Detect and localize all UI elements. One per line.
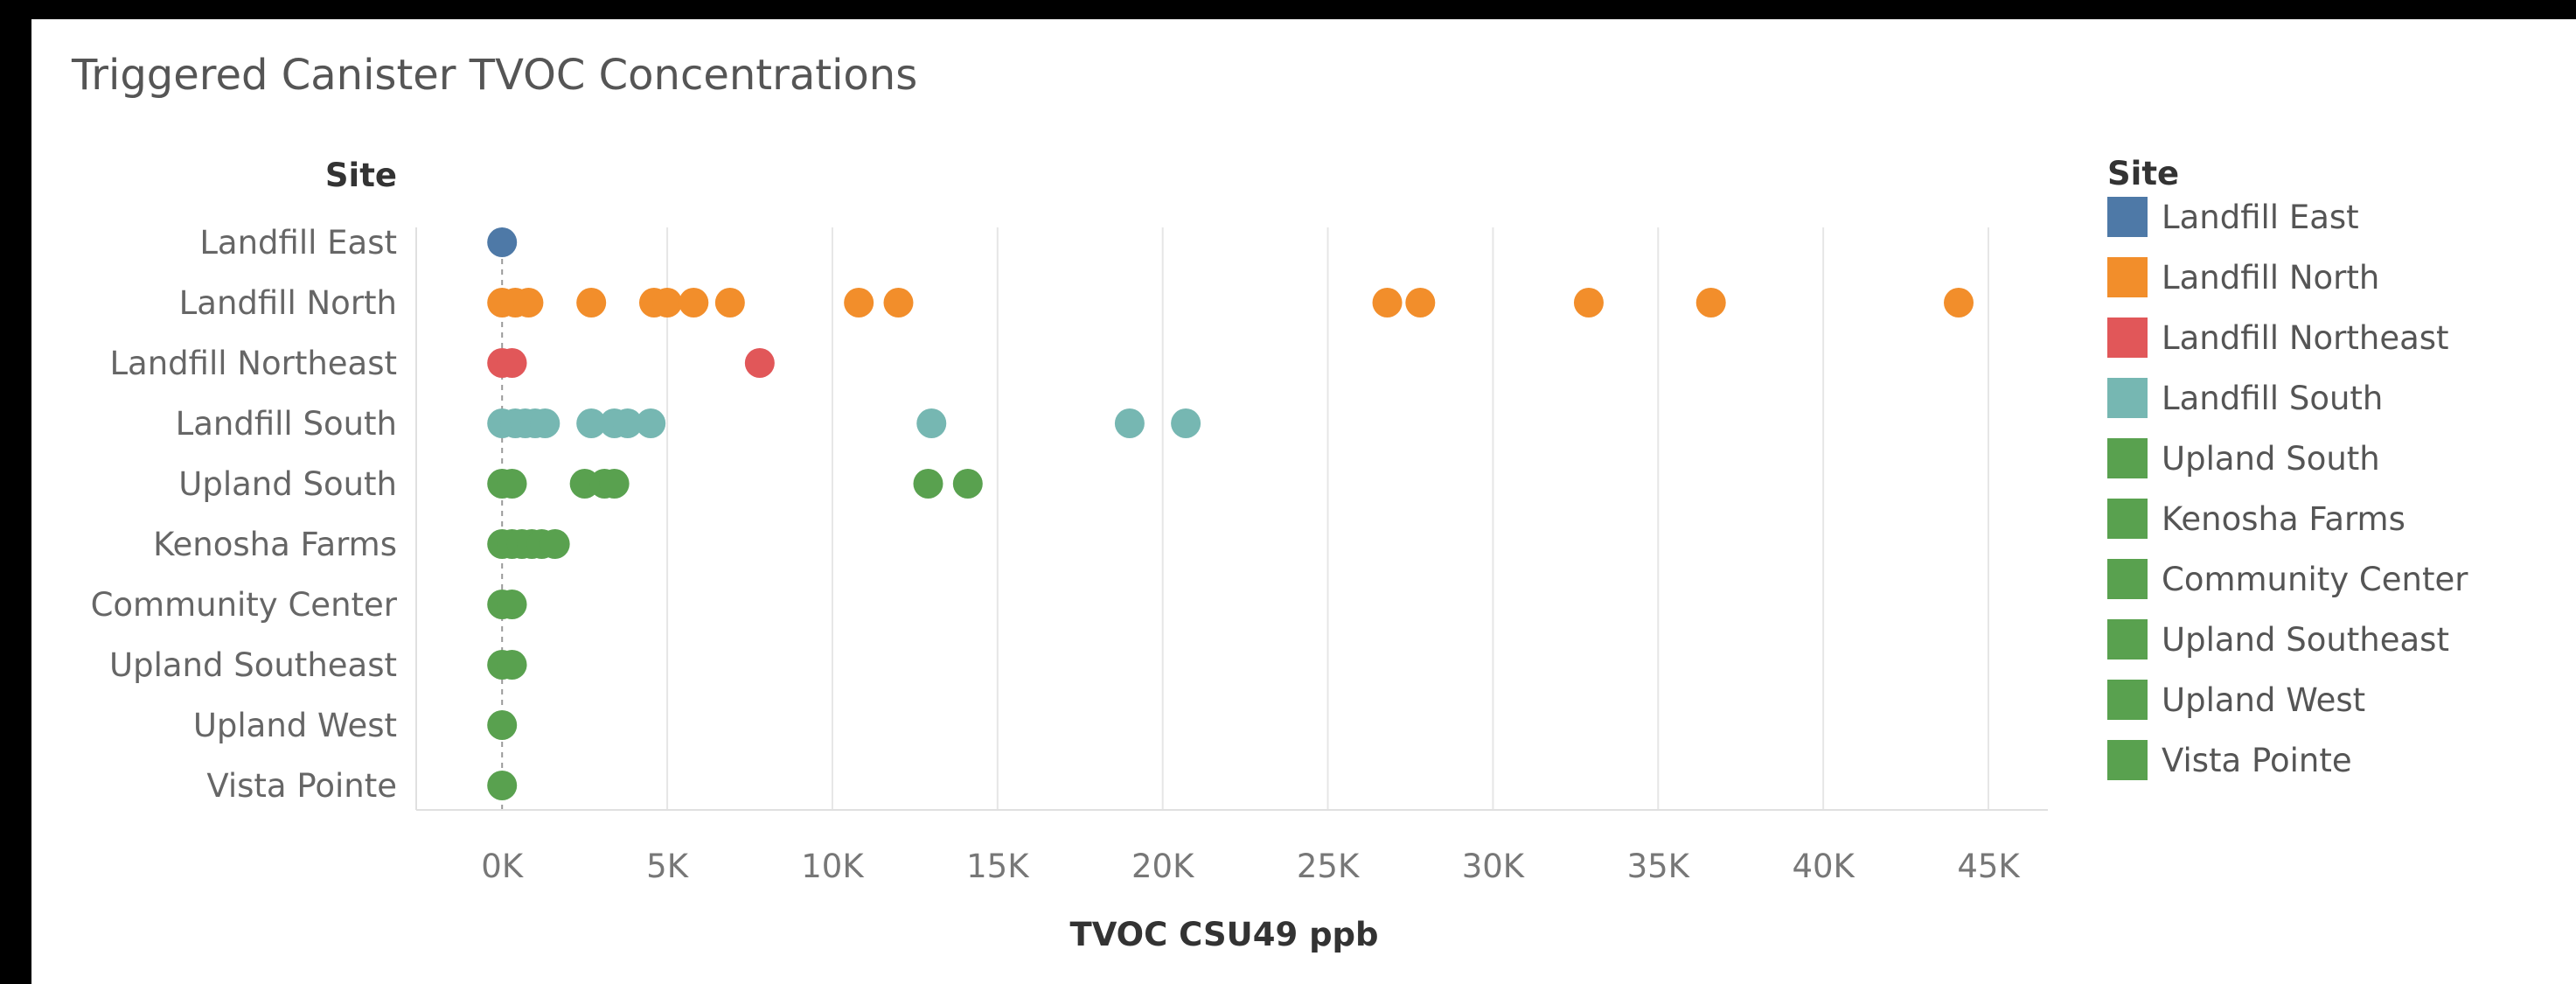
row-labels: Landfill East Landfill North Landfill Nort…: [91, 224, 398, 805]
data-point-upland-south[interactable]: [952, 469, 983, 499]
x-tick-label: 40K: [1792, 848, 1855, 885]
legend: Landfill East Landfill North Landfill Nort…: [2107, 197, 2468, 780]
x-tick-label: 15K: [966, 848, 1030, 885]
legend-label-kenosha-farms[interactable]: Kenosha Farms: [2162, 500, 2405, 538]
data-point-kenosha-farms[interactable]: [540, 529, 570, 559]
data-point-landfill-south[interactable]: [1114, 408, 1145, 438]
legend-label-vista-pointe[interactable]: Vista Pointe: [2162, 742, 2352, 779]
legend-label-community-center[interactable]: Community Center: [2162, 561, 2468, 598]
legend-swatch-landfill-south[interactable]: [2107, 378, 2148, 418]
row-label-vista-pointe: Vista Pointe: [206, 767, 397, 805]
legend-swatch-landfill-north[interactable]: [2107, 257, 2148, 297]
legend-label-upland-west[interactable]: Upland West: [2162, 681, 2365, 719]
row-label-community-center: Community Center: [91, 586, 398, 624]
row-label-upland-southeast: Upland Southeast: [109, 646, 397, 684]
data-point-community-center[interactable]: [497, 590, 527, 619]
legend-swatch-upland-west[interactable]: [2107, 680, 2148, 720]
legend-swatch-landfill-east[interactable]: [2107, 197, 2148, 237]
data-point-landfill-north[interactable]: [1405, 288, 1436, 318]
legend-label-upland-south[interactable]: Upland South: [2162, 440, 2380, 478]
data-point-upland-south[interactable]: [913, 469, 943, 499]
chart-frame: Triggered Canister TVOC Concentrations S…: [31, 19, 2576, 984]
data-point-landfill-south[interactable]: [636, 408, 666, 438]
data-point-landfill-south[interactable]: [530, 408, 560, 438]
chart-svg: Triggered Canister TVOC Concentrations S…: [71, 51, 2468, 953]
data-point-landfill-north[interactable]: [576, 288, 607, 318]
data-point-landfill-north[interactable]: [1372, 288, 1403, 318]
row-label-landfill-north: Landfill North: [179, 284, 397, 322]
data-point-landfill-northeast[interactable]: [497, 348, 527, 378]
x-tick-label: 30K: [1462, 848, 1526, 885]
row-label-upland-west: Upland West: [193, 707, 397, 744]
data-point-landfill-south[interactable]: [576, 408, 607, 438]
grid-layer: [666, 227, 1990, 810]
legend-label-landfill-northeast[interactable]: Landfill Northeast: [2162, 319, 2449, 357]
x-tick-labels: 0K 5K 10K 15K 20K 25K 30K 35K 40K 45K: [481, 848, 2021, 885]
data-point-landfill-north[interactable]: [1573, 288, 1604, 318]
data-point-landfill-north[interactable]: [513, 288, 544, 318]
axis-layer: [415, 227, 2048, 811]
data-point-landfill-south[interactable]: [612, 408, 643, 438]
data-point-landfill-north[interactable]: [679, 288, 709, 318]
x-tick-label: 45K: [1957, 848, 2021, 885]
row-header: Site: [325, 157, 397, 194]
x-tick-label: 0K: [481, 848, 525, 885]
legend-swatch-kenosha-farms[interactable]: [2107, 499, 2148, 539]
legend-swatch-vista-pointe[interactable]: [2107, 740, 2148, 780]
x-tick-label: 5K: [646, 848, 690, 885]
row-label-landfill-northeast: Landfill Northeast: [109, 345, 397, 382]
points-layer: [487, 227, 1974, 800]
data-point-landfill-north[interactable]: [883, 288, 914, 318]
data-point-landfill-east[interactable]: [487, 227, 518, 257]
x-tick-label: 20K: [1131, 848, 1195, 885]
row-label-landfill-south: Landfill South: [176, 405, 397, 443]
legend-label-upland-southeast[interactable]: Upland Southeast: [2162, 621, 2449, 659]
row-label-landfill-east: Landfill East: [199, 224, 397, 262]
data-point-landfill-north[interactable]: [652, 288, 683, 318]
data-point-vista-pointe[interactable]: [487, 771, 518, 800]
x-tick-label: 10K: [801, 848, 865, 885]
data-point-upland-south[interactable]: [599, 469, 630, 499]
data-point-upland-south[interactable]: [497, 469, 527, 499]
data-point-landfill-south[interactable]: [916, 408, 947, 438]
legend-label-landfill-north[interactable]: Landfill North: [2162, 259, 2379, 297]
row-label-upland-south: Upland South: [178, 465, 397, 503]
data-point-landfill-northeast[interactable]: [744, 348, 775, 378]
legend-label-landfill-east[interactable]: Landfill East: [2162, 199, 2359, 236]
chart-title: Triggered Canister TVOC Concentrations: [71, 51, 917, 100]
data-point-landfill-north[interactable]: [1695, 288, 1726, 318]
legend-swatch-upland-southeast[interactable]: [2107, 619, 2148, 659]
x-axis-title: TVOC CSU49 ppb: [1069, 916, 1378, 953]
legend-swatch-community-center[interactable]: [2107, 559, 2148, 599]
data-point-landfill-north[interactable]: [714, 288, 745, 318]
legend-swatch-upland-south[interactable]: [2107, 438, 2148, 478]
legend-title: Site: [2107, 155, 2179, 192]
data-point-upland-west[interactable]: [487, 710, 518, 740]
x-tick-label: 25K: [1297, 848, 1361, 885]
data-point-landfill-north[interactable]: [844, 288, 874, 318]
row-label-kenosha-farms: Kenosha Farms: [153, 526, 397, 563]
legend-swatch-landfill-northeast[interactable]: [2107, 318, 2148, 358]
data-point-landfill-north[interactable]: [1944, 288, 1974, 318]
legend-label-landfill-south[interactable]: Landfill South: [2162, 380, 2383, 417]
data-point-upland-southeast[interactable]: [497, 650, 527, 680]
x-tick-label: 35K: [1627, 848, 1691, 885]
data-point-landfill-south[interactable]: [1171, 408, 1201, 438]
